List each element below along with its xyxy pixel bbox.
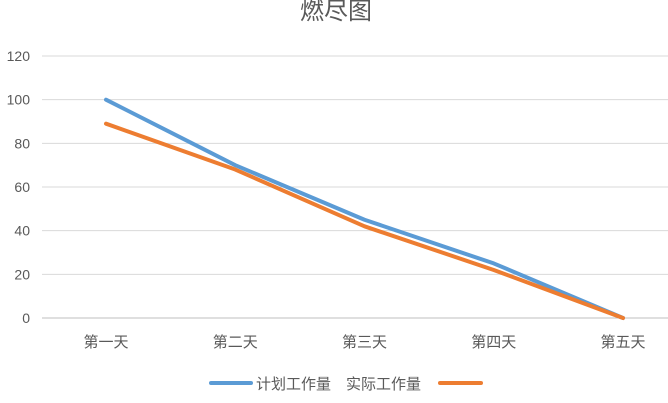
y-tick-label: 40 — [14, 223, 30, 239]
chart-title: 燃尽图 — [300, 0, 372, 25]
y-tick-label: 100 — [7, 92, 31, 108]
gridlines — [42, 55, 668, 275]
y-tick-label: 80 — [14, 135, 30, 151]
series-line — [104, 97, 625, 320]
x-tick-label: 第四天 — [471, 333, 516, 351]
y-tick-label: 0 — [22, 310, 30, 326]
y-tick-label: 60 — [14, 179, 30, 195]
series-lines — [104, 97, 625, 320]
x-tick-label: 第一天 — [83, 333, 128, 351]
x-tick-label: 第三天 — [342, 333, 387, 351]
legend: 计划工作量 实际工作量 — [209, 375, 483, 393]
y-tick-label: 20 — [14, 266, 30, 282]
series-2 — [104, 121, 625, 320]
legend-label-2: 实际工作量 — [346, 375, 421, 393]
series-1 — [104, 97, 625, 320]
y-axis: 0 20 40 60 80 100 120 — [7, 48, 31, 326]
x-axis: 第一天 第二天 第三天 第四天 第五天 — [42, 317, 668, 351]
x-tick-label: 第五天 — [600, 333, 645, 351]
y-tick-label: 120 — [7, 48, 31, 64]
legend-label-1: 计划工作量 — [256, 375, 331, 393]
x-tick-label: 第二天 — [213, 333, 258, 351]
